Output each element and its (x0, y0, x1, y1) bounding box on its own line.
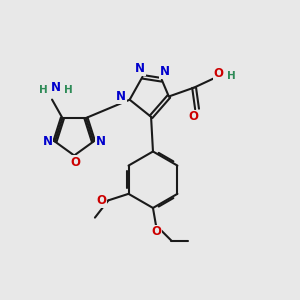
Text: H: H (64, 85, 73, 95)
Text: O: O (152, 225, 161, 238)
Text: O: O (188, 110, 199, 123)
Text: N: N (51, 81, 61, 94)
Text: H: H (227, 71, 236, 81)
Text: N: N (96, 135, 106, 148)
Text: O: O (71, 155, 81, 169)
Text: N: N (135, 62, 145, 75)
Text: N: N (43, 135, 52, 148)
Text: O: O (214, 67, 224, 80)
Text: N: N (116, 90, 126, 103)
Text: N: N (160, 65, 170, 78)
Text: O: O (97, 194, 107, 207)
Text: H: H (39, 85, 47, 95)
